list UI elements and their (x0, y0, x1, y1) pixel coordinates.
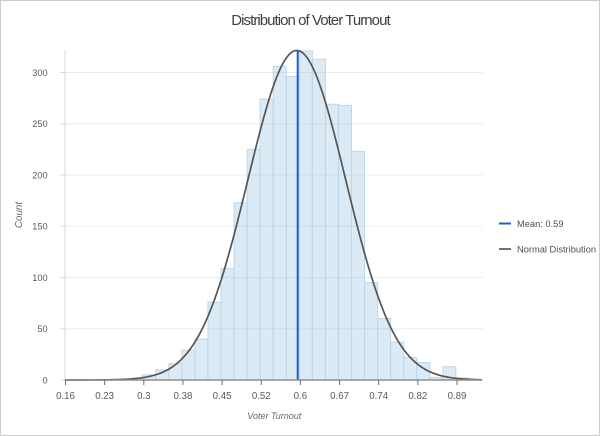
svg-text:0.89: 0.89 (448, 391, 467, 402)
svg-text:300: 300 (32, 68, 47, 78)
svg-text:Voter Turnout: Voter Turnout (247, 411, 302, 421)
svg-text:250: 250 (32, 119, 47, 129)
svg-text:Mean: 0.59: Mean: 0.59 (517, 219, 564, 229)
svg-text:Count: Count (14, 201, 25, 228)
svg-text:0.45: 0.45 (213, 391, 232, 402)
svg-text:0.6: 0.6 (294, 391, 307, 402)
svg-text:0.67: 0.67 (330, 391, 349, 402)
svg-text:0.82: 0.82 (408, 391, 427, 402)
svg-text:0.74: 0.74 (369, 391, 388, 402)
svg-text:0.3: 0.3 (137, 391, 150, 402)
svg-text:Distribution of Voter Turnout: Distribution of Voter Turnout (231, 12, 391, 29)
svg-text:0.38: 0.38 (174, 391, 193, 402)
svg-text:Normal Distribution: Normal Distribution (517, 245, 596, 255)
svg-text:200: 200 (32, 170, 47, 180)
svg-text:150: 150 (32, 222, 47, 232)
svg-text:50: 50 (37, 324, 47, 334)
svg-text:0.23: 0.23 (95, 391, 114, 402)
svg-text:0.52: 0.52 (252, 391, 271, 402)
svg-text:0: 0 (42, 375, 47, 385)
svg-text:0.16: 0.16 (56, 391, 75, 402)
svg-text:100: 100 (32, 273, 47, 283)
